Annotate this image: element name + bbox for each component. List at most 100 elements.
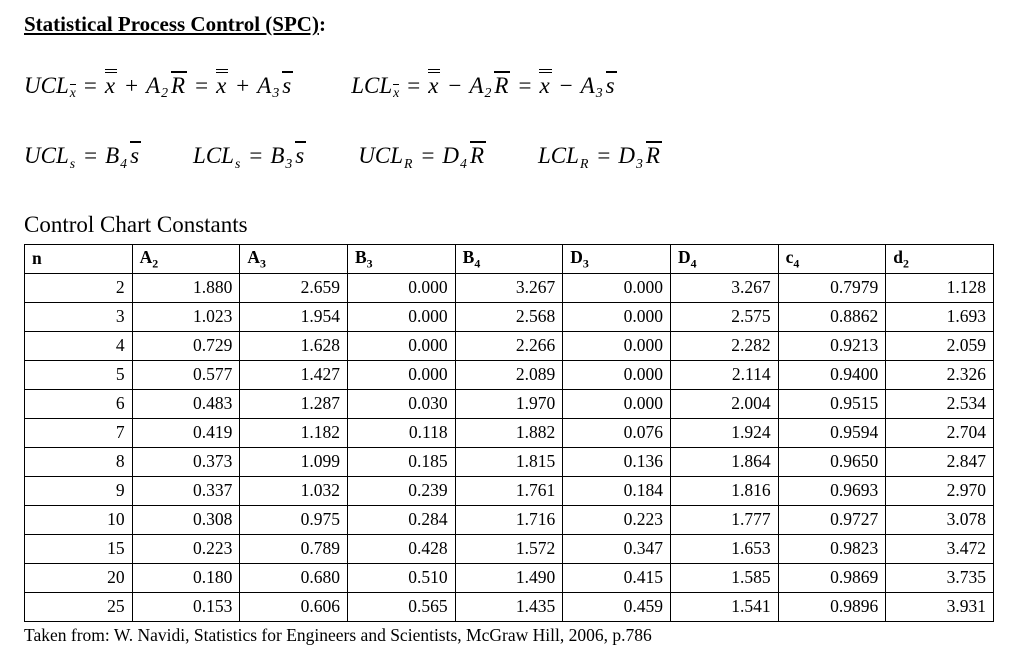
table-cell: 2.326 <box>885 359 994 390</box>
math-symbol: x <box>216 69 229 97</box>
table-row-n-2: 2 1.880 2.659 0.000 3.267 0.000 3.267 0.7979 1.1… <box>24 272 994 303</box>
table-cell: 0.565 <box>346 591 456 622</box>
column-header-D3: D3 <box>562 243 671 274</box>
table-cell: 0.308 <box>131 504 241 535</box>
table-cell: 1.490 <box>454 562 564 593</box>
table-cell: 0.337 <box>131 475 241 506</box>
table-cell: 0.184 <box>562 475 671 506</box>
column-header-B4: B4 <box>454 243 564 274</box>
page-title: Statistical Process Control (SPC): <box>24 12 1000 37</box>
table-cell: 2.282 <box>669 330 779 361</box>
math-symbol: A <box>146 73 161 98</box>
operator: = <box>597 143 611 169</box>
math-symbol: x <box>104 69 118 97</box>
math-symbol: UCL <box>24 143 69 169</box>
operator: = <box>518 73 532 98</box>
math-symbol: 3 <box>285 155 293 171</box>
table-cell: 0.415 <box>562 562 671 593</box>
table-cell: 3.267 <box>669 272 779 303</box>
table-body: 2 1.880 2.659 0.000 3.267 0.000 3.267 0.7979 1.1… <box>24 272 994 622</box>
table-cell: 1.541 <box>669 591 779 622</box>
page-title-colon: : <box>318 12 326 36</box>
column-header-c4: c4 <box>777 243 887 274</box>
table-cell: 0.8862 <box>777 301 887 332</box>
table-cell: 1.882 <box>454 417 564 448</box>
table-cell: 8 <box>24 446 133 477</box>
table-cell: 0.9213 <box>777 330 887 361</box>
math-symbol: A <box>469 73 484 98</box>
table-cell: 0.223 <box>562 504 671 535</box>
column-header-n: n <box>24 243 133 274</box>
table-cell: 5 <box>24 359 133 390</box>
table-cell: 2.847 <box>885 446 994 477</box>
math-symbol: x <box>69 84 76 101</box>
table-cell: 2.059 <box>885 330 994 361</box>
table-row-n-5: 5 0.577 1.427 0.000 2.089 0.000 2.114 0.9400 2.3… <box>24 359 994 390</box>
table-cell: 1.585 <box>669 562 779 593</box>
table-cell: 0.9869 <box>777 562 887 593</box>
table-cell: 0.373 <box>131 446 241 477</box>
table-cell: 1.128 <box>885 272 994 303</box>
table-row-n-25: 25 0.153 0.606 0.565 1.435 0.459 1.541 0.9896 3.… <box>24 591 994 622</box>
math-symbol: R <box>645 141 662 169</box>
math-symbol: 4 <box>460 155 467 171</box>
table-cell: 7 <box>24 417 133 448</box>
math-symbol: x <box>393 84 400 101</box>
math-symbol: 4 <box>120 155 128 171</box>
table-cell: 0.284 <box>346 504 456 535</box>
table-cell: 0.118 <box>346 417 456 448</box>
table-cell: 2.089 <box>454 359 564 390</box>
table-cell: 0.000 <box>346 330 456 361</box>
table-cell: 1.032 <box>239 475 348 506</box>
operator: = <box>83 73 97 98</box>
document-page: Statistical Process Control (SPC): UCL x =… <box>24 12 1000 645</box>
table-row-n-3: 3 1.023 1.954 0.000 2.568 0.000 2.575 0.8862 1.6… <box>24 301 994 332</box>
operator: = <box>195 73 209 98</box>
formula-lcl-s: LCLs = B3 s <box>193 141 307 171</box>
math-symbol: B <box>105 143 120 169</box>
table-cell: 1.716 <box>454 504 564 535</box>
table-heading: Control Chart Constants <box>24 211 248 237</box>
table-cell: 0.000 <box>562 388 671 419</box>
table-cell: 10 <box>24 504 133 535</box>
operator: = <box>84 143 98 169</box>
math-symbol: 3 <box>595 85 603 101</box>
operator: + <box>125 73 139 98</box>
table-cell: 2.568 <box>454 301 564 332</box>
math-symbol: x <box>428 69 441 97</box>
table-cell: 0.606 <box>239 591 348 622</box>
table-cell: 1.099 <box>239 446 348 477</box>
table-cell: 0.577 <box>131 359 241 390</box>
table-row-n-4: 4 0.729 1.628 0.000 2.266 0.000 2.282 0.9213 2.0… <box>24 330 994 361</box>
math-symbol: 3 <box>272 85 280 101</box>
table-cell: 0.9400 <box>777 359 887 390</box>
table-cell: 2.534 <box>885 388 994 419</box>
table-cell: 0.347 <box>562 533 671 564</box>
operator: − <box>559 73 573 98</box>
table-cell: 3.267 <box>454 272 564 303</box>
table-cell: 1.761 <box>454 475 564 506</box>
table-cell: 2.004 <box>669 388 779 419</box>
column-header-B3: B3 <box>346 243 456 274</box>
math-symbol: R <box>469 141 487 169</box>
table-cell: 0.483 <box>131 388 241 419</box>
table-cell: 3 <box>24 301 133 332</box>
math-symbol: s <box>69 155 76 171</box>
math-symbol: x <box>539 69 552 97</box>
table-row-n-10: 10 0.308 0.975 0.284 1.716 0.223 1.777 0.9727 3.… <box>24 504 994 535</box>
table-cell: 0.000 <box>562 359 671 390</box>
math-symbol: UCL <box>358 143 403 169</box>
control-chart-constants-table: n A2 A3 B3 B4 D3 D4 c4 d2 2 1.880 2.659 0.000 3.267 0… <box>24 243 994 622</box>
operator: = <box>407 73 421 98</box>
table-cell: 0.180 <box>131 562 241 593</box>
table-cell: 0.000 <box>346 301 456 332</box>
table-cell: 1.287 <box>239 388 348 419</box>
formula-ucl-s: UCLs = B4 s <box>24 141 142 171</box>
table-cell: 1.880 <box>131 272 241 303</box>
table-cell: 20 <box>24 562 133 593</box>
table-cell: 0.680 <box>239 562 348 593</box>
math-symbol: LCL <box>193 143 234 169</box>
table-cell: 6 <box>24 388 133 419</box>
page-title-text: Statistical Process Control (SPC) <box>24 12 319 36</box>
source-citation: Taken from: W. Navidi, Statistics for En… <box>24 624 652 645</box>
